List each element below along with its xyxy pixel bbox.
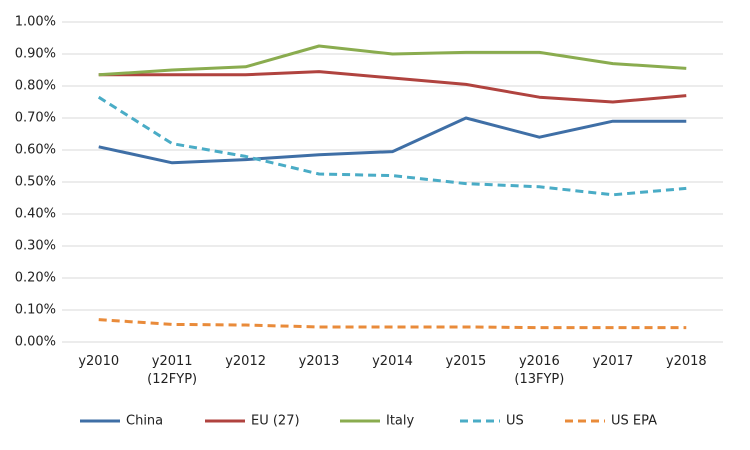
y-tick-label: 0.10% — [15, 303, 56, 318]
series-line — [98, 116, 687, 165]
x-tick-label: y2013 — [298, 354, 340, 369]
x-tick-label: y2018 — [665, 354, 707, 369]
x-tick-label: y2010 — [78, 354, 120, 369]
y-tick-label: 0.80% — [15, 79, 56, 94]
y-tick-label: 0.30% — [15, 239, 56, 254]
series-line — [98, 70, 687, 104]
x-tick-label: y2015 — [445, 354, 487, 369]
y-tick-label: 0.50% — [15, 175, 56, 190]
y-tick-label: 0.70% — [15, 111, 56, 126]
y-tick-label: 0.40% — [15, 207, 56, 222]
legend-label: EU (27) — [251, 414, 300, 429]
y-tick-label: 0.00% — [15, 335, 56, 350]
legend-label: China — [126, 414, 163, 429]
series-line — [97, 95, 687, 197]
y-tick-label: 0.60% — [15, 143, 56, 158]
legend-label: Italy — [386, 414, 415, 429]
series-line — [98, 318, 687, 330]
y-tick-label: 0.20% — [15, 271, 56, 286]
legend-label: US — [506, 414, 524, 429]
x-tick-label: y2012 — [225, 354, 266, 369]
y-tick-label: 0.90% — [15, 47, 56, 62]
legend-label: US EPA — [611, 414, 657, 429]
series-line — [98, 44, 687, 77]
x-tick-label: y2017 — [592, 354, 634, 369]
x-tick-label: y2011 (12FYP) — [147, 354, 198, 387]
x-tick-label: y2016 (13FYP) — [514, 354, 565, 387]
y-tick-label: 1.00% — [15, 15, 56, 30]
x-tick-label: y2014 — [372, 354, 413, 369]
